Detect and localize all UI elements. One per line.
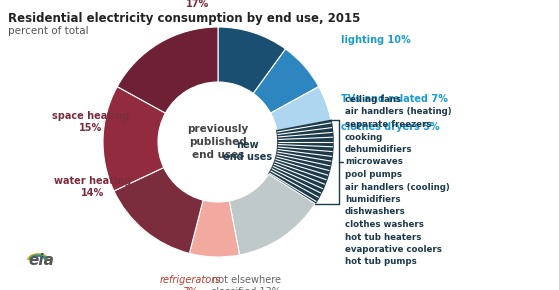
Text: refrigerators
7%: refrigerators 7% — [159, 275, 221, 290]
Text: humidifiers: humidifiers — [345, 195, 400, 204]
Text: microwaves: microwaves — [345, 157, 403, 166]
Wedge shape — [253, 49, 319, 113]
Text: air conditioning
17%: air conditioning 17% — [154, 0, 241, 9]
Wedge shape — [114, 168, 203, 253]
Text: lighting 10%: lighting 10% — [341, 35, 411, 45]
Text: previously
published
end uses: previously published end uses — [187, 124, 249, 160]
Text: ceiling fans: ceiling fans — [345, 95, 401, 104]
Wedge shape — [190, 200, 240, 257]
Wedge shape — [117, 27, 218, 113]
Text: cooking: cooking — [345, 133, 383, 142]
Text: air handlers (cooling): air handlers (cooling) — [345, 182, 450, 191]
Text: not elsewhere
classified 13%: not elsewhere classified 13% — [211, 275, 281, 290]
Wedge shape — [103, 87, 165, 191]
Wedge shape — [271, 87, 331, 131]
Text: evaporative coolers: evaporative coolers — [345, 245, 442, 254]
Text: dishwashers: dishwashers — [345, 208, 406, 217]
Wedge shape — [229, 174, 315, 255]
Text: eia: eia — [28, 253, 54, 268]
Wedge shape — [218, 27, 286, 93]
Text: TVs and related 7%: TVs and related 7% — [341, 94, 448, 104]
Text: hot tub pumps: hot tub pumps — [345, 258, 417, 267]
Text: pool pumps: pool pumps — [345, 170, 402, 179]
Text: separate freezers: separate freezers — [345, 120, 432, 129]
Text: percent of total: percent of total — [8, 26, 89, 36]
Wedge shape — [269, 120, 333, 204]
Text: dehumidifiers: dehumidifiers — [345, 145, 413, 154]
Text: water heating
14%: water heating 14% — [54, 176, 131, 198]
Text: space heating
15%: space heating 15% — [53, 111, 130, 133]
Text: clothes dryers 5%: clothes dryers 5% — [341, 122, 439, 132]
Text: hot tub heaters: hot tub heaters — [345, 233, 421, 242]
Text: new
end uses: new end uses — [222, 140, 272, 162]
Text: clothes washers: clothes washers — [345, 220, 424, 229]
Text: Residential electricity consumption by end use, 2015: Residential electricity consumption by e… — [8, 12, 361, 25]
Text: air handlers (heating): air handlers (heating) — [345, 108, 452, 117]
